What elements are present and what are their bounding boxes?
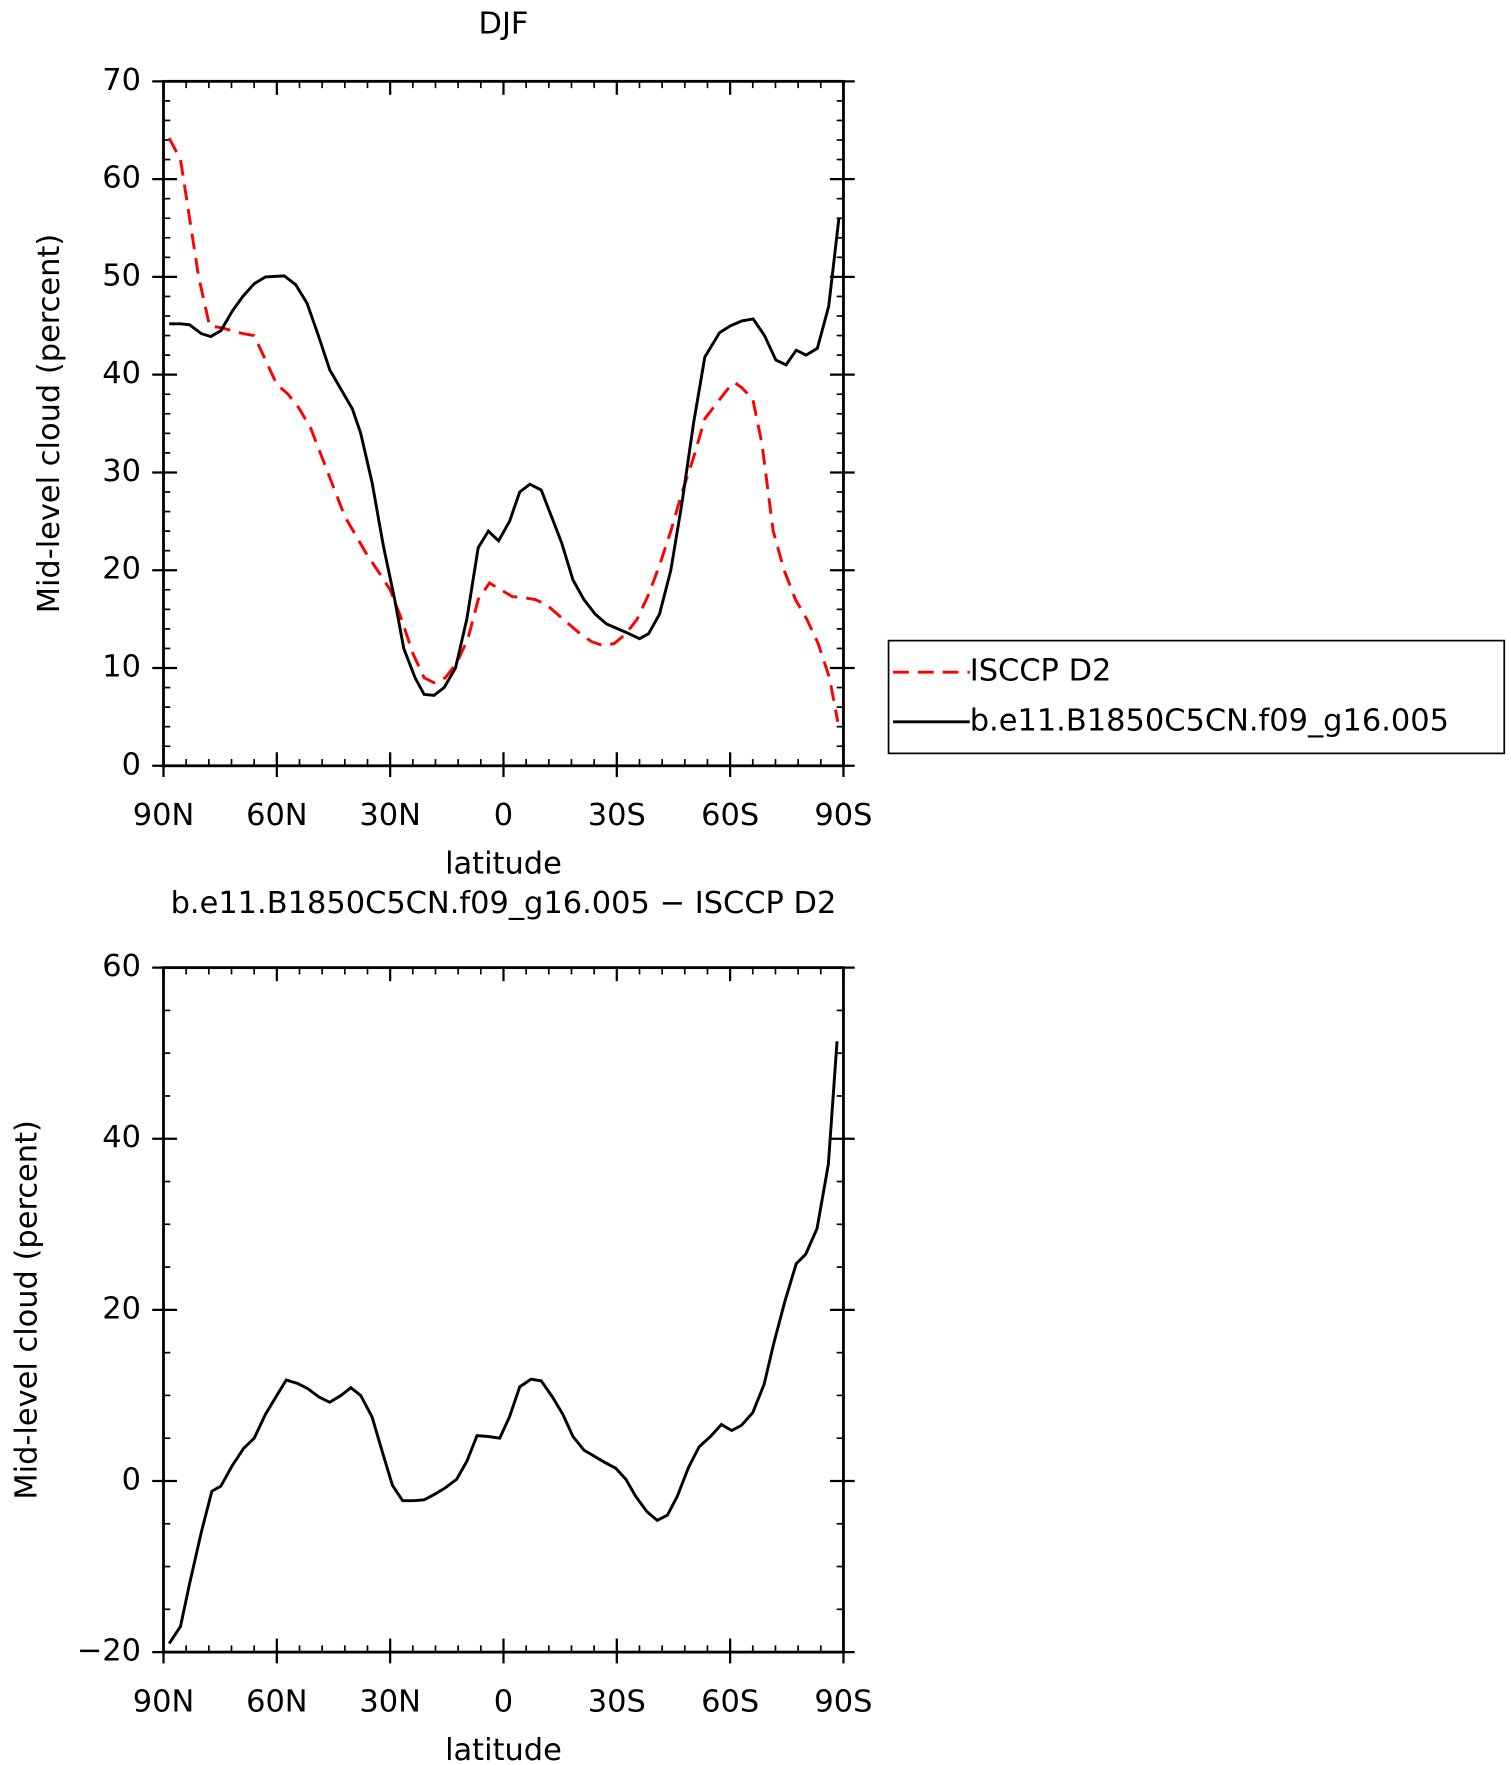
x-tick-label: 90N <box>133 1684 195 1719</box>
x-axis-label: latitude <box>445 1733 562 1765</box>
y-tick-label: 50 <box>102 258 141 293</box>
x-tick-label: 30S <box>588 1684 646 1719</box>
x-tick-label: 0 <box>494 798 513 833</box>
x-tick-label: 60S <box>701 798 759 833</box>
legend-label: ISCCP D2 <box>970 654 1112 689</box>
plot-frame <box>162 79 845 768</box>
x-axis-label: latitude <box>445 847 562 882</box>
legend: ISCCP D2 b.e11.B1850C5CN.f09_g16.005 <box>887 639 1506 755</box>
y-tick-label: 30 <box>102 454 141 489</box>
y-tick-label: 10 <box>102 650 141 685</box>
y-tick-label: 60 <box>102 949 141 984</box>
x-tick-label: 90S <box>814 798 872 833</box>
series-line <box>167 1041 839 1645</box>
x-tick-label: 30S <box>588 798 646 833</box>
y-tick-label: 40 <box>102 356 141 391</box>
series-line <box>167 137 840 723</box>
y-tick-label: −20 <box>77 1634 141 1669</box>
x-tick-label: 60S <box>701 1684 759 1719</box>
y-axis-label: Mid-level cloud (percent) <box>10 1120 45 1500</box>
legend-box <box>887 639 1506 755</box>
y-tick-label: 60 <box>102 161 141 196</box>
x-tick-label: 0 <box>494 1684 513 1719</box>
x-tick-label: 90N <box>133 798 195 833</box>
y-tick-label: 0 <box>122 747 141 782</box>
chart-title: b.e11.B1850C5CN.f09_g16.005 − ISCCP D2 <box>171 886 837 921</box>
x-tick-label: 30N <box>359 798 421 833</box>
x-tick-label: 60N <box>246 798 307 833</box>
x-tick-label: 60N <box>246 1684 307 1719</box>
chart-title: DJF <box>479 6 529 41</box>
x-tick-label: 30N <box>359 1684 421 1719</box>
y-tick-label: 20 <box>102 1291 141 1326</box>
series-line <box>169 218 841 697</box>
y-tick-label: 20 <box>102 552 141 587</box>
plot-frame <box>162 966 845 1654</box>
y-tick-label: 70 <box>102 63 141 98</box>
x-tick-label: 90S <box>814 1684 872 1719</box>
y-tick-label: 0 <box>122 1462 141 1497</box>
y-axis-label: Mid-level cloud (percent) <box>32 234 67 614</box>
legend-label: b.e11.B1850C5CN.f09_g16.005 <box>970 703 1449 738</box>
y-tick-label: 40 <box>102 1120 141 1155</box>
